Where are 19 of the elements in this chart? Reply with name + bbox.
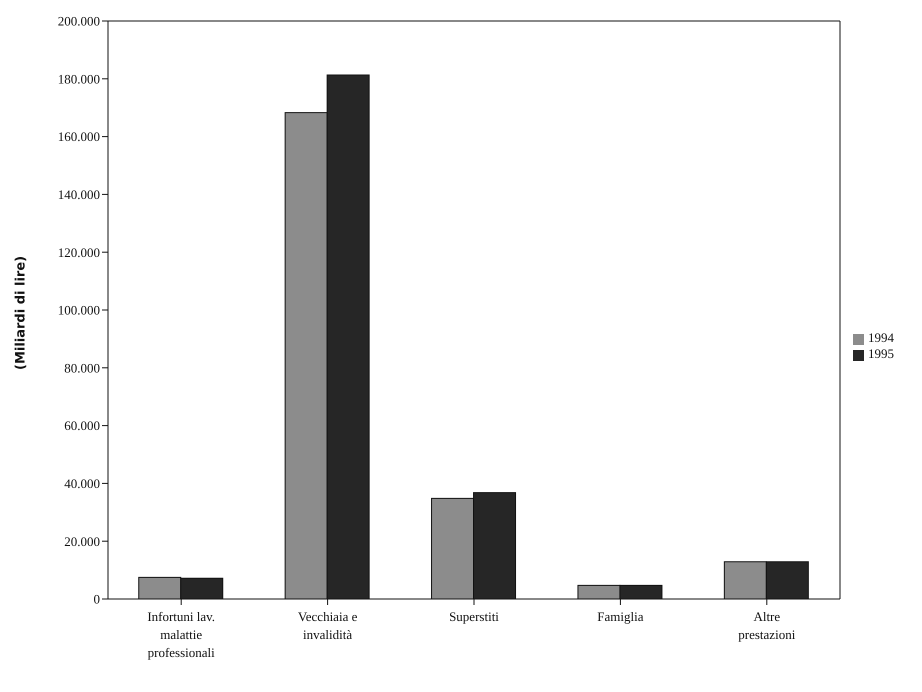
y-tick-label: 120.000 bbox=[58, 244, 100, 260]
x-tick-label: Altre prestazioni bbox=[738, 609, 796, 642]
y-tick-label: 40.000 bbox=[64, 476, 100, 492]
y-tick-label: 0 bbox=[94, 592, 100, 607]
y-tick-label: 200.000 bbox=[58, 14, 100, 29]
legend-label: 1994 bbox=[868, 330, 894, 345]
x-tick-label: Superstiti bbox=[449, 609, 500, 624]
y-tick-label: 60.000 bbox=[64, 418, 100, 434]
legend-label: 1995 bbox=[868, 346, 894, 361]
x-tick-label: Infortuni lav. malattie professionali bbox=[147, 609, 216, 660]
y-tick-label: 160.000 bbox=[58, 129, 100, 144]
y-tick-label: 80.000 bbox=[64, 360, 100, 376]
y-axis-title: (Miliardi di lire) bbox=[14, 256, 29, 370]
y-tick-label: 180.000 bbox=[58, 71, 100, 86]
x-tick-label: Vecchiaia e invalidità bbox=[298, 609, 358, 642]
x-tick-label: Famiglia bbox=[597, 609, 644, 624]
y-tick-label: 20.000 bbox=[64, 534, 100, 549]
y-tick-label: 140.000 bbox=[58, 187, 100, 202]
y-tick-label: 100.000 bbox=[58, 302, 100, 318]
